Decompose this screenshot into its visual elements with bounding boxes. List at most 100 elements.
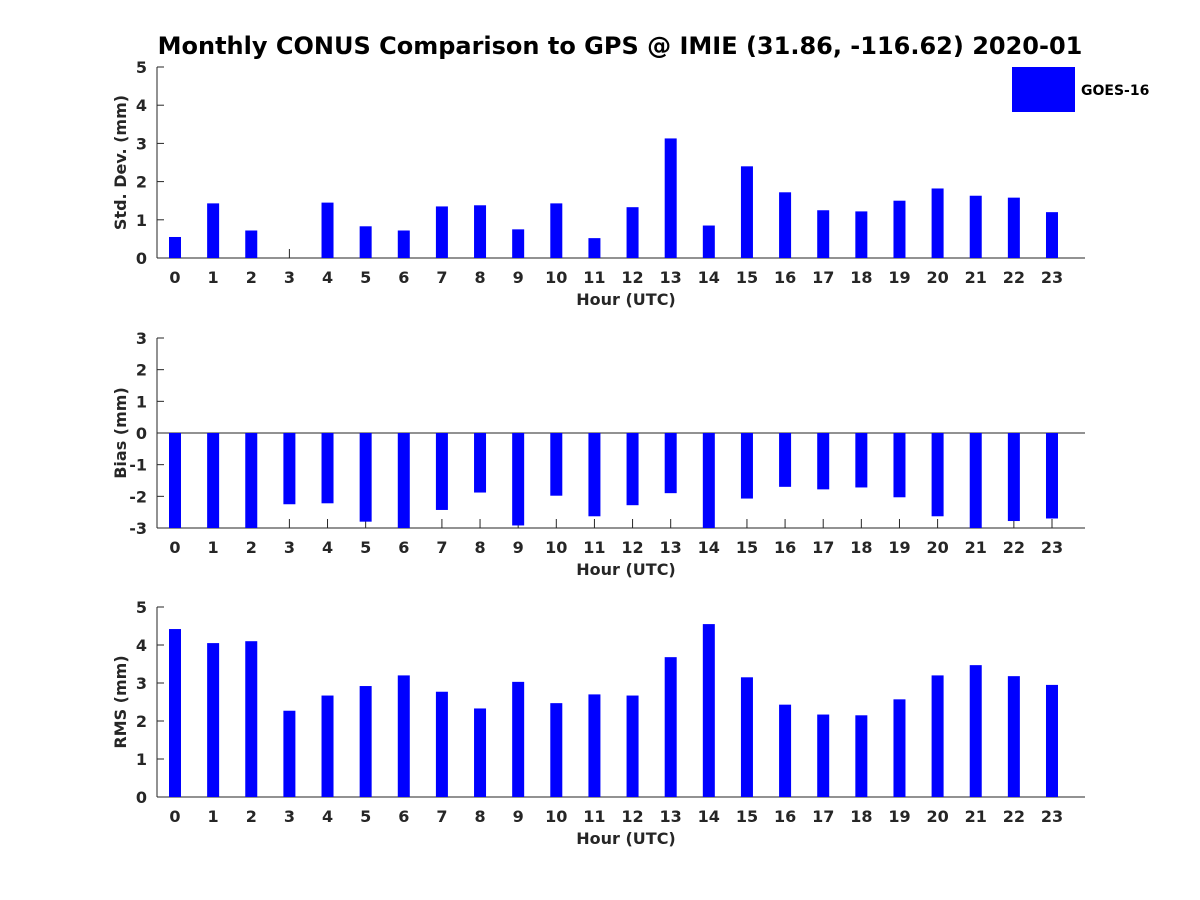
y-tick-label: 1	[136, 750, 147, 769]
y-tick-label: -2	[129, 487, 147, 506]
bar-std-dev-hour-15	[740, 166, 753, 258]
x-tick-label: 16	[774, 538, 796, 557]
x-tick-label: 16	[774, 268, 796, 287]
x-tick-label: 0	[169, 538, 180, 557]
bar-rms-hour-3	[283, 710, 296, 797]
bar-bias-hour-6	[397, 433, 410, 528]
x-tick-label: 2	[246, 538, 257, 557]
bar-rms-hour-7	[435, 691, 448, 797]
x-tick-label: 8	[474, 807, 485, 826]
x-tick-label: 23	[1041, 268, 1063, 287]
y-tick-label: 1	[136, 211, 147, 230]
bar-rms-hour-2	[245, 641, 258, 797]
x-tick-label: 22	[1003, 538, 1025, 557]
bar-std-dev-hour-19	[893, 200, 906, 258]
bar-bias-hour-5	[359, 433, 372, 522]
bar-bias-hour-0	[169, 433, 181, 528]
x-tick-label: 7	[436, 807, 447, 826]
bar-rms-hour-17	[817, 714, 830, 797]
bar-bias-hour-20	[931, 433, 944, 517]
x-tick-label: 17	[812, 538, 834, 557]
bar-std-dev-hour-13	[664, 138, 677, 258]
bar-bias-hour-13	[664, 433, 677, 494]
bar-rms-hour-11	[588, 694, 601, 797]
bar-bias-hour-16	[779, 433, 792, 487]
bar-std-dev-hour-14	[702, 225, 715, 258]
bar-rms-hour-0	[169, 629, 181, 797]
x-tick-label: 15	[736, 268, 758, 287]
bar-std-dev-hour-11	[588, 238, 601, 258]
y-tick-label: 4	[136, 636, 147, 655]
x-tick-label: 11	[583, 807, 605, 826]
x-tick-label: 3	[284, 538, 295, 557]
y-tick-label: 3	[136, 674, 147, 693]
chart-title: Monthly CONUS Comparison to GPS @ IMIE (…	[158, 32, 1083, 60]
x-tick-label: 17	[812, 268, 834, 287]
x-tick-label: 15	[736, 538, 758, 557]
bar-rms-hour-9	[512, 681, 525, 797]
bar-bias-hour-14	[702, 433, 715, 528]
y-tick-label: 5	[136, 598, 147, 617]
x-tick-label: 10	[545, 807, 567, 826]
y-axis-label: Std. Dev. (mm)	[111, 95, 130, 230]
bar-bias-hour-7	[435, 433, 448, 510]
x-tick-label: 11	[583, 268, 605, 287]
x-tick-label: 8	[474, 268, 485, 287]
y-axis-label: Bias (mm)	[111, 387, 130, 479]
x-tick-label: 19	[888, 538, 910, 557]
legend-swatch	[1012, 67, 1075, 112]
x-tick-label: 18	[850, 538, 872, 557]
y-tick-label: 5	[136, 58, 147, 77]
x-axis-label: Hour (UTC)	[576, 290, 676, 309]
x-tick-label: 1	[208, 807, 219, 826]
x-tick-label: 23	[1041, 538, 1063, 557]
y-tick-label: -3	[129, 519, 147, 538]
x-tick-label: 22	[1003, 268, 1025, 287]
x-tick-label: 5	[360, 268, 371, 287]
bar-rms-hour-8	[474, 708, 487, 797]
x-tick-label: 12	[621, 538, 643, 557]
y-axis-label: RMS (mm)	[111, 655, 130, 748]
bar-bias-hour-10	[550, 433, 563, 496]
bar-std-dev-hour-5	[359, 226, 372, 258]
x-tick-label: 9	[513, 807, 524, 826]
x-tick-label: 7	[436, 538, 447, 557]
x-axis-label: Hour (UTC)	[576, 560, 676, 579]
x-tick-label: 3	[284, 268, 295, 287]
x-tick-label: 9	[513, 538, 524, 557]
x-tick-label: 7	[436, 268, 447, 287]
bar-std-dev-hour-6	[397, 230, 410, 258]
x-tick-label: 10	[545, 538, 567, 557]
bar-bias-hour-4	[321, 433, 334, 504]
x-tick-label: 6	[398, 268, 409, 287]
x-tick-label: 13	[660, 268, 682, 287]
bar-bias-hour-23	[1045, 433, 1058, 519]
bar-bias-hour-18	[855, 433, 868, 488]
bar-bias-hour-17	[817, 433, 830, 490]
bar-rms-hour-19	[893, 699, 906, 797]
bar-std-dev-hour-2	[245, 230, 258, 258]
bar-rms-hour-18	[855, 715, 868, 797]
x-tick-label: 21	[965, 268, 987, 287]
bar-rms-hour-16	[779, 704, 792, 797]
x-tick-label: 18	[850, 268, 872, 287]
bar-std-dev-hour-9	[512, 229, 525, 258]
x-tick-label: 6	[398, 807, 409, 826]
x-tick-label: 18	[850, 807, 872, 826]
bar-bias-hour-9	[512, 433, 525, 526]
x-tick-label: 8	[474, 538, 485, 557]
bar-bias-hour-3	[283, 433, 296, 505]
bar-bias-hour-8	[474, 433, 487, 493]
bar-rms-hour-12	[626, 695, 639, 797]
y-tick-label: 4	[136, 96, 147, 115]
bar-bias-hour-15	[740, 433, 753, 499]
x-tick-label: 9	[513, 268, 524, 287]
x-tick-label: 22	[1003, 807, 1025, 826]
bar-rms-hour-23	[1045, 684, 1058, 797]
bar-rms-hour-14	[702, 624, 715, 797]
bar-std-dev-hour-1	[207, 203, 220, 258]
x-tick-label: 2	[246, 268, 257, 287]
bar-std-dev-hour-23	[1045, 212, 1058, 258]
x-tick-label: 5	[360, 807, 371, 826]
x-tick-label: 13	[660, 538, 682, 557]
